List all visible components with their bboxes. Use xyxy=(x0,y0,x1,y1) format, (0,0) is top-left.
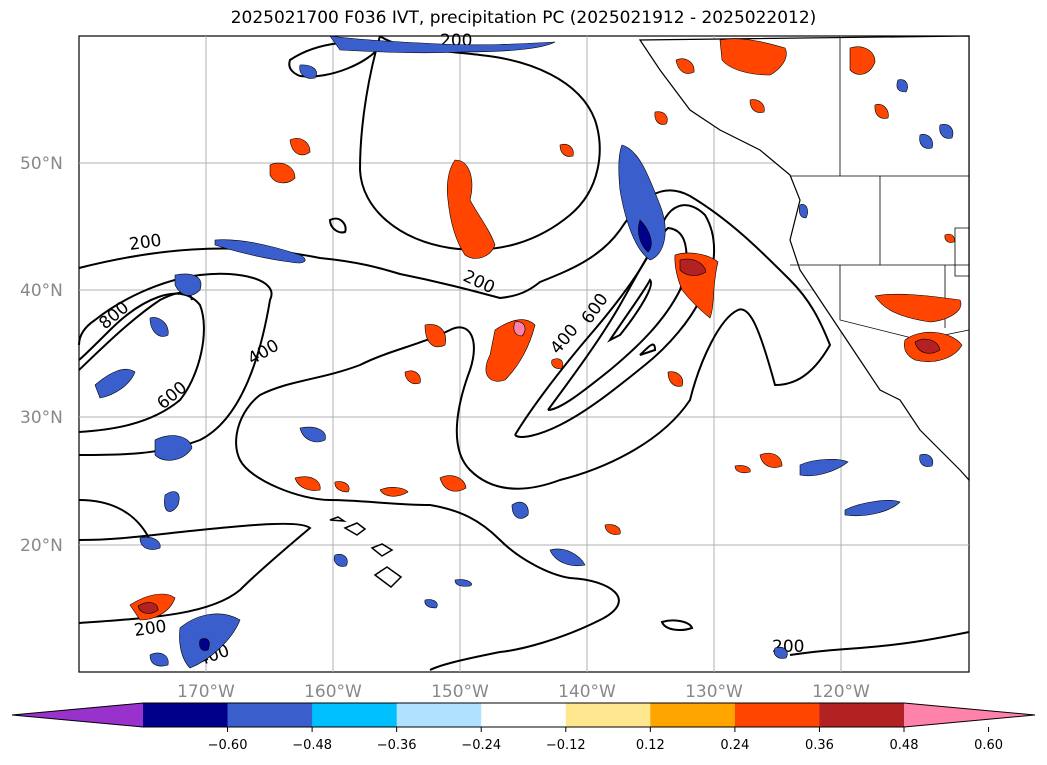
colorbar-tick-label: −0.12 xyxy=(546,738,586,753)
colorbar-tick-label: 0.12 xyxy=(636,738,665,753)
colorbar-tick-label: 0.24 xyxy=(720,738,749,753)
lat-label-50: 50°N xyxy=(20,154,63,174)
colorbar-segment xyxy=(227,703,313,727)
colorbar-segment xyxy=(819,703,905,727)
colorbar-segment xyxy=(565,703,651,727)
precip-negative-regions xyxy=(94,35,954,669)
lat-label-30: 30°N xyxy=(20,408,63,428)
precip-positive-regions xyxy=(129,38,963,621)
colorbar-segment xyxy=(650,703,736,727)
longitude-labels: 170°W 160°W 150°W 140°W 130°W 120°W xyxy=(177,682,870,702)
lat-label-20: 20°N xyxy=(20,536,63,556)
colorbar-tick-label: 0.48 xyxy=(890,738,919,753)
latitude-labels: 50°N 40°N 30°N 20°N xyxy=(20,154,63,556)
colorbar: −0.60 −0.48 −0.36 −0.24 −0.12 0.12 0.24 0.36 0.4… xyxy=(11,702,1036,753)
lon-label-140w: 140°W xyxy=(558,682,616,702)
state-borders xyxy=(790,36,970,341)
contour-label: 200 xyxy=(128,231,163,255)
colorbar-segment xyxy=(481,703,567,727)
colorbar-tick-label: −0.24 xyxy=(461,738,501,753)
colorbar-tick-label: 0.60 xyxy=(974,738,1003,753)
colorbar-segment xyxy=(143,703,229,727)
lon-label-130w: 130°W xyxy=(685,682,743,702)
colorbar-outline xyxy=(11,702,1036,728)
colorbar-extend-high xyxy=(904,703,1035,727)
lon-label-170w: 170°W xyxy=(177,682,235,702)
ivt-contours xyxy=(78,35,970,671)
hawaii-islands xyxy=(329,516,403,588)
coastline-north-america xyxy=(638,35,970,482)
lon-label-150w: 150°W xyxy=(431,682,489,702)
lon-label-120w: 120°W xyxy=(812,682,870,702)
lat-label-40: 40°N xyxy=(20,281,63,301)
colorbar-segment xyxy=(312,703,398,727)
colorbar-tick-label: −0.36 xyxy=(377,738,417,753)
map-title: 2025021700 F036 IVT, precipitation PC (2… xyxy=(230,8,817,28)
colorbar-tick-label: −0.60 xyxy=(208,738,248,753)
lon-label-160w: 160°W xyxy=(304,682,362,702)
graticule xyxy=(79,36,969,672)
colorbar-segment xyxy=(734,703,820,727)
colorbar-extend-low xyxy=(12,703,143,727)
colorbar-tick-label: 0.36 xyxy=(805,738,834,753)
colorbar-segment xyxy=(396,703,482,727)
colorbar-tick-label: −0.48 xyxy=(292,738,332,753)
contour-label: 200 xyxy=(133,617,168,641)
